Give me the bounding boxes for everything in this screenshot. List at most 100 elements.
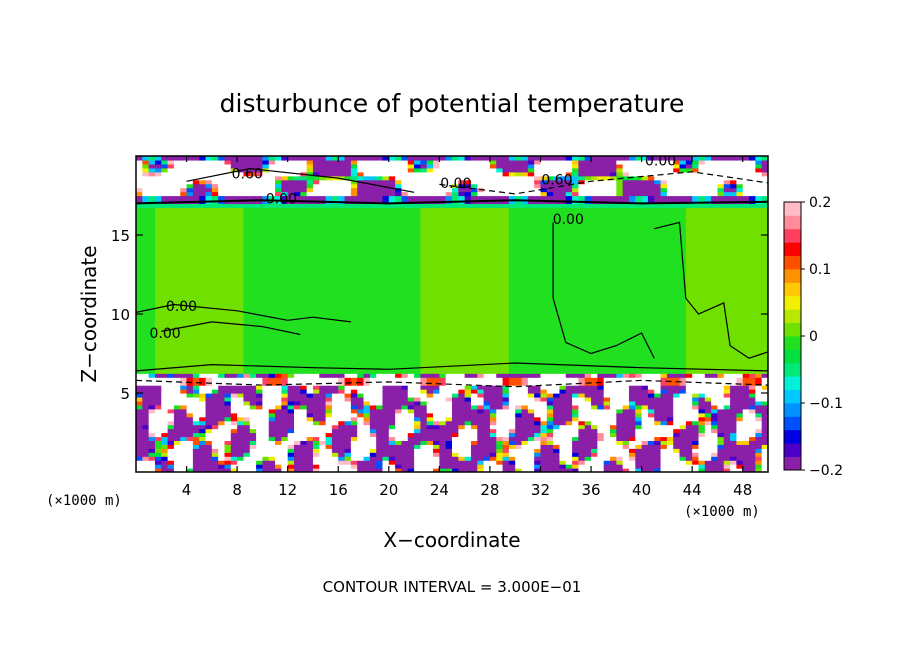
field-cell — [736, 412, 744, 418]
field-cell — [319, 416, 327, 422]
field-cell — [534, 436, 542, 441]
field-cell — [730, 400, 737, 406]
field-cell — [477, 306, 485, 311]
field-cell — [287, 278, 295, 283]
field-cell — [572, 424, 579, 430]
field-cell — [591, 310, 598, 315]
field-cell — [426, 317, 434, 323]
field-cell — [154, 282, 162, 287]
field-cell — [534, 468, 542, 472]
field-cell — [622, 389, 630, 394]
field-cell — [622, 373, 630, 378]
field-cell — [458, 286, 466, 291]
field-cell — [749, 361, 756, 366]
field-cell — [407, 282, 415, 287]
field-cell — [483, 353, 491, 359]
field-cell — [142, 424, 150, 430]
field-cell — [508, 325, 516, 331]
field-cell — [603, 416, 611, 422]
field-cell — [357, 468, 365, 472]
field-cell — [540, 365, 548, 370]
field-cell — [736, 468, 744, 472]
field-cell — [559, 460, 567, 465]
field-cell — [218, 369, 226, 374]
field-cell — [230, 460, 238, 465]
field-cell — [256, 460, 263, 465]
field-cell — [148, 440, 156, 445]
field-cell — [698, 444, 706, 449]
field-cell — [420, 329, 428, 335]
field-cell — [142, 310, 150, 315]
field-cell — [597, 353, 605, 359]
field-cell — [572, 294, 579, 299]
field-cell — [660, 329, 668, 335]
field-cell — [287, 404, 295, 410]
field-cell — [464, 400, 472, 406]
field-cell — [616, 412, 624, 418]
field-cell — [470, 333, 478, 339]
field-cell — [325, 321, 333, 327]
field-cell — [306, 456, 314, 461]
field-cell — [654, 420, 662, 426]
field-cell — [673, 456, 681, 461]
field-cell — [477, 365, 485, 370]
field-cell — [312, 317, 320, 323]
field-cell — [641, 440, 649, 445]
field-cell — [319, 468, 327, 472]
field-cell — [148, 314, 156, 319]
field-cell — [578, 404, 586, 410]
field-cell — [338, 321, 346, 327]
field-cell — [312, 389, 320, 394]
field-cell — [470, 468, 478, 472]
field-cell — [344, 468, 352, 472]
field-cell — [205, 302, 213, 307]
field-cell — [136, 393, 143, 398]
field-cell — [679, 314, 687, 319]
field-cell — [546, 396, 554, 402]
field-cell — [489, 310, 497, 315]
field-cell — [761, 448, 768, 453]
field-cell — [489, 298, 497, 303]
field-cell — [470, 365, 478, 370]
field-cell — [458, 302, 466, 307]
field-cell — [344, 436, 352, 441]
field-cell — [439, 302, 447, 307]
field-cell — [647, 353, 655, 359]
field-cell — [591, 298, 598, 303]
field-cell — [167, 432, 175, 438]
field-cell — [546, 385, 554, 390]
field-cell — [616, 357, 624, 362]
field-cell — [464, 278, 472, 283]
field-cell — [679, 306, 687, 311]
field-cell — [300, 436, 308, 441]
field-cell — [723, 369, 731, 374]
field-cell — [515, 456, 523, 461]
field-cell — [268, 416, 276, 422]
field-cell — [268, 290, 276, 295]
field-cell — [698, 357, 706, 362]
field-cell — [319, 385, 327, 390]
field-cell — [723, 357, 731, 362]
field-cell — [527, 365, 535, 370]
field-cell — [458, 381, 466, 386]
field-cell — [553, 404, 561, 410]
field-cell — [673, 357, 681, 362]
field-cell — [205, 294, 213, 299]
field-cell — [369, 298, 377, 303]
field-cell — [192, 345, 200, 351]
field-cell — [540, 294, 548, 299]
field-cell — [692, 282, 700, 287]
field-cell — [654, 321, 662, 327]
field-cell — [654, 325, 662, 331]
field-cell — [692, 404, 700, 410]
field-cell — [458, 440, 466, 445]
field-cell — [628, 408, 636, 414]
field-cell — [761, 416, 768, 422]
field-cell — [161, 341, 169, 347]
field-cell — [742, 298, 750, 303]
field-cell — [306, 385, 314, 390]
field-cell — [723, 412, 731, 418]
field-cell — [477, 456, 485, 461]
field-cell — [597, 468, 605, 472]
field-cell — [755, 333, 763, 339]
